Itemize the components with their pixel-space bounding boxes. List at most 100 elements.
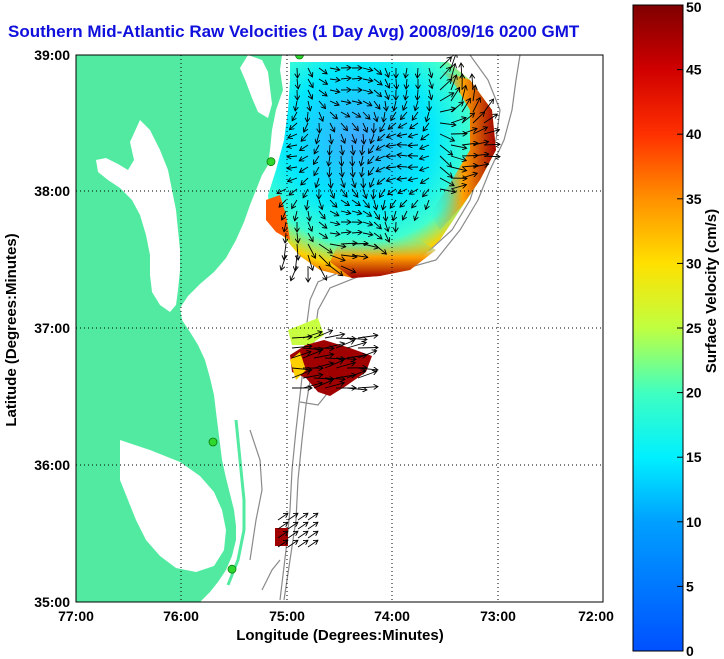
velocity-arrow	[297, 522, 308, 530]
x-tick-label: 72:00	[578, 608, 614, 624]
velocity-arrow	[385, 67, 389, 77]
velocity-arrow	[439, 133, 454, 141]
velocity-arrow	[373, 243, 386, 254]
radar-station-marker	[208, 437, 218, 447]
radar-stations	[208, 55, 304, 574]
velocity-arrow	[284, 243, 286, 260]
velocity-arrow	[362, 122, 367, 132]
velocity-arrow	[412, 199, 419, 208]
velocity-arrow	[388, 122, 397, 129]
velocity-arrow	[346, 338, 367, 340]
velocity-arrow	[461, 98, 470, 113]
velocity-arrow	[362, 199, 369, 208]
velocity-arrow	[373, 100, 380, 109]
velocity-arrow	[377, 177, 386, 184]
velocity-arrow	[400, 199, 408, 207]
colorbar-tick-label: 30	[686, 255, 702, 271]
velocity-arrow	[362, 210, 372, 216]
velocity-arrow	[398, 188, 408, 193]
velocity-arrow	[352, 166, 353, 177]
velocity-arrow	[351, 199, 360, 206]
velocity-arrow	[472, 154, 489, 156]
velocity-arrow	[277, 540, 288, 548]
velocity-arrow	[398, 122, 408, 128]
velocity-arrow	[313, 380, 332, 389]
velocity-arrow	[397, 166, 408, 167]
velocity-arrow	[340, 122, 348, 131]
velocity-arrow	[291, 352, 311, 359]
velocity-arrow	[439, 79, 452, 91]
velocity-field-south	[275, 528, 288, 546]
velocity-arrow	[450, 118, 466, 124]
x-tick-label: 74:00	[374, 608, 410, 624]
velocity-arrow	[277, 522, 288, 530]
velocity-arrow	[439, 93, 454, 102]
velocity-arrow	[277, 513, 288, 521]
velocity-arrow	[318, 254, 330, 266]
velocity-arrow	[287, 167, 298, 169]
velocity-arrow	[340, 199, 349, 205]
colorbar-tick-label: 20	[686, 385, 702, 401]
velocity-arrow	[450, 102, 463, 113]
velocity-arrow	[461, 165, 478, 167]
y-tick-label: 38:00	[34, 183, 70, 199]
velocity-arrow	[297, 540, 308, 548]
velocity-arrow	[409, 188, 419, 194]
velocity-arrow	[307, 513, 318, 521]
velocity-arrow	[313, 155, 320, 164]
velocity-arrow	[379, 188, 386, 197]
velocity-arrow	[329, 233, 340, 234]
velocity-arrow	[450, 166, 467, 171]
velocity-arrow	[351, 255, 368, 257]
velocity-arrow	[394, 100, 396, 111]
velocity-arrow	[408, 145, 419, 146]
velocity-arrow	[341, 144, 343, 155]
velocity-arrow	[396, 78, 397, 89]
velocity-arrow	[361, 166, 363, 177]
velocity-arrow	[405, 67, 407, 78]
velocity-arrow	[302, 350, 322, 359]
velocity-arrow	[373, 188, 374, 199]
velocity-arrow	[397, 178, 408, 179]
velocity-arrow	[318, 232, 327, 238]
velocity-arrow	[300, 166, 309, 172]
velocity-arrow	[277, 531, 288, 539]
velocity-arrow	[318, 111, 323, 121]
velocity-arrow	[385, 221, 388, 231]
colorbar-scale	[632, 4, 684, 652]
chesapeake-bay	[96, 120, 180, 312]
velocity-arrow	[369, 144, 375, 153]
velocity-arrow	[324, 343, 344, 349]
velocity-arrow	[329, 144, 330, 155]
velocity-arrow	[346, 388, 367, 390]
velocity-arrow	[351, 101, 362, 103]
velocity-arrow	[346, 371, 366, 379]
velocity-arrow	[282, 210, 287, 220]
velocity-arrow	[299, 155, 309, 161]
velocity-arrow	[373, 89, 382, 97]
velocity-arrow	[412, 111, 419, 120]
velocity-arrow	[421, 177, 430, 183]
velocity-arrow	[304, 122, 309, 132]
velocity-arrow	[362, 144, 363, 155]
velocity-vectors	[277, 55, 500, 548]
velocity-arrow	[373, 78, 382, 85]
velocity-arrow	[357, 368, 378, 370]
velocity-arrow	[429, 67, 432, 78]
velocity-arrow	[301, 177, 309, 185]
velocity-arrow	[340, 101, 351, 103]
velocity-arrow	[279, 199, 287, 207]
velocity-arrow	[439, 123, 456, 125]
velocity-arrow	[346, 342, 366, 349]
velocity-arrow	[385, 210, 386, 221]
velocity-arrow	[417, 67, 418, 78]
velocity-arrow	[450, 155, 466, 161]
velocity-arrow	[426, 111, 429, 122]
velocity-arrow	[461, 128, 477, 135]
velocity-arrow	[341, 166, 342, 177]
colorbar-label: Surface Velocity (cm/s)	[703, 209, 720, 373]
velocity-arrow	[439, 108, 456, 113]
velocity-arrow	[362, 68, 373, 71]
velocity-arrow	[313, 378, 334, 379]
velocity-arrow	[291, 265, 298, 281]
